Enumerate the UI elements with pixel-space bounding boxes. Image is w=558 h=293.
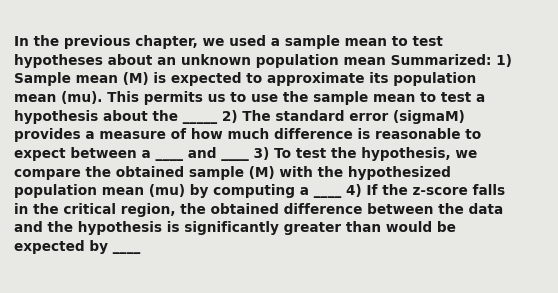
Text: In the previous chapter, we used a sample mean to test
hypotheses about an unkno: In the previous chapter, we used a sampl… bbox=[14, 35, 512, 254]
